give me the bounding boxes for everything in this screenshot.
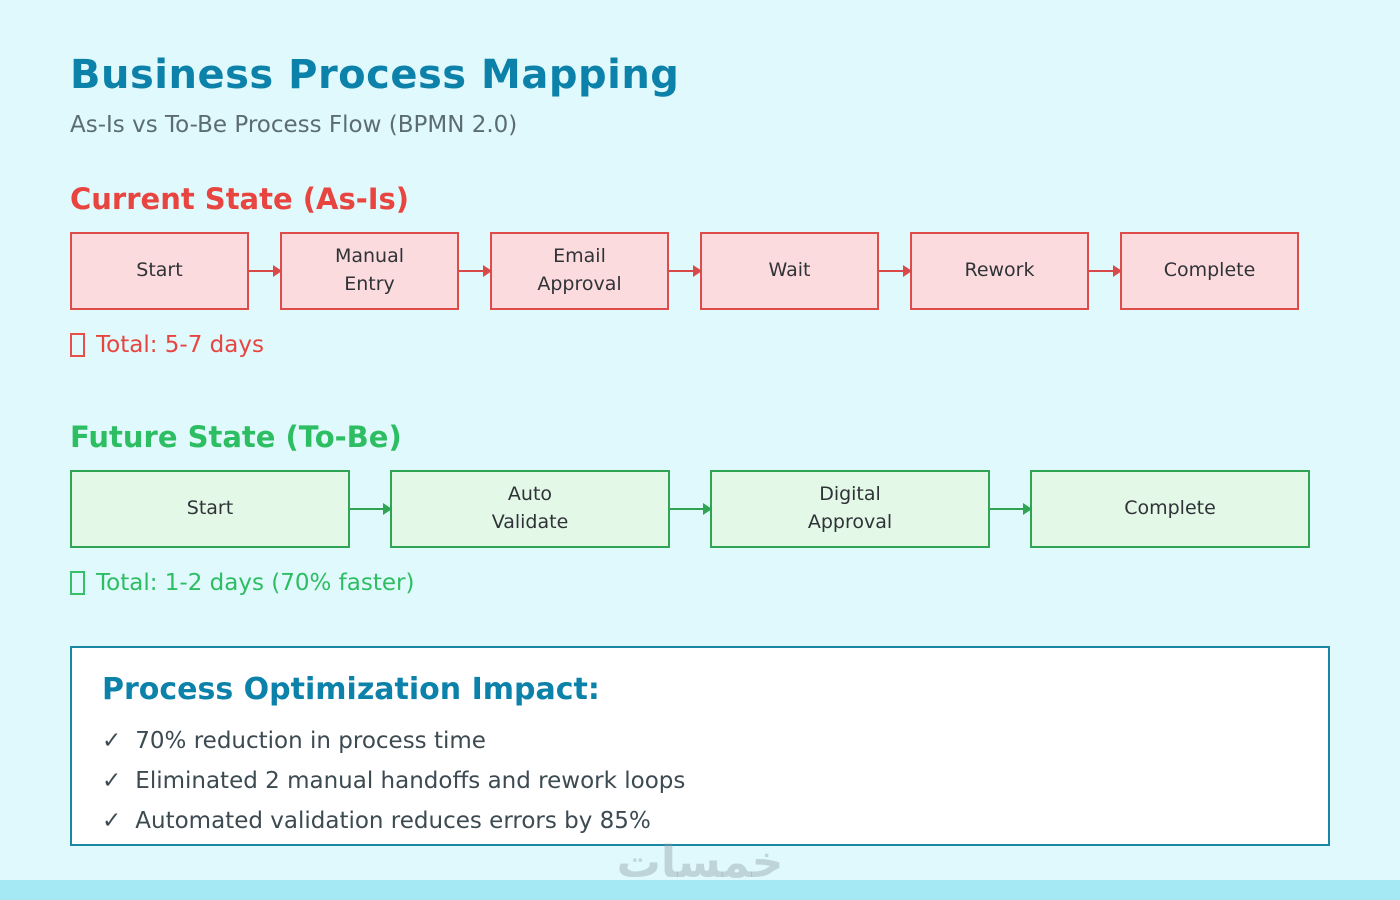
flow-arrow-icon — [990, 508, 1030, 510]
process-node-digital-approval: Digital Approval — [710, 470, 990, 548]
flow-arrow-icon — [1089, 270, 1120, 272]
node-label: Digital Approval — [807, 483, 893, 533]
impact-item-text: Automated validation reduces errors by 8… — [135, 808, 651, 834]
checkmark-icon: ✓ — [102, 768, 122, 794]
missing-glyph-icon — [70, 571, 85, 595]
future-state-total: Total: 1-2 days (70% faster) — [70, 570, 1330, 596]
process-node-wait: Wait — [700, 232, 879, 310]
flow-arrow-icon — [459, 270, 490, 272]
node-label: Auto Validate — [491, 483, 569, 533]
node-label: Start — [136, 259, 183, 282]
impact-item-text: 70% reduction in process time — [135, 728, 486, 754]
process-node-rework: Rework — [910, 232, 1089, 310]
node-label: Manual Entry — [334, 245, 405, 295]
node-label: Wait — [768, 259, 811, 282]
process-node-auto-validate: Auto Validate — [390, 470, 670, 548]
process-node-start: Start — [70, 232, 249, 310]
flow-arrow-icon — [879, 270, 910, 272]
impact-heading: Process Optimization Impact: — [102, 672, 600, 707]
process-node-complete: Complete — [1120, 232, 1299, 310]
missing-glyph-icon — [70, 333, 85, 357]
node-label: Complete — [1163, 259, 1256, 282]
node-label: Start — [186, 497, 234, 520]
impact-panel: Process Optimization Impact: ✓ 70% reduc… — [70, 646, 1330, 846]
checkmark-icon: ✓ — [102, 728, 122, 754]
impact-item-text: Eliminated 2 manual handoffs and rework … — [135, 768, 686, 794]
current-state-total: Total: 5-7 days — [70, 332, 1330, 358]
page-title: Business Process Mapping — [70, 52, 680, 98]
node-label: Complete — [1124, 497, 1216, 520]
current-state-section: Current State (As-Is) Start Manual Entry… — [70, 182, 1330, 358]
future-state-section: Future State (To-Be) Start Auto Validate… — [70, 420, 1330, 596]
checkmark-icon: ✓ — [102, 808, 122, 834]
page-subtitle: As-Is vs To-Be Process Flow (BPMN 2.0) — [70, 112, 518, 138]
impact-item: ✓ 70% reduction in process time — [102, 721, 1298, 761]
impact-item: ✓ Automated validation reduces errors by… — [102, 801, 1298, 841]
flow-arrow-icon — [249, 270, 280, 272]
future-total-text: Total: 1-2 days (70% faster) — [96, 570, 415, 596]
flow-arrow-icon — [670, 508, 710, 510]
process-node-email-approval: Email Approval — [490, 232, 669, 310]
bottom-band — [0, 880, 1400, 900]
flow-arrow-icon — [350, 508, 390, 510]
flow-arrow-icon — [669, 270, 700, 272]
current-total-text: Total: 5-7 days — [96, 332, 264, 358]
future-state-flow: Start Auto Validate Digital Approval Com… — [70, 470, 1330, 548]
process-node-start: Start — [70, 470, 350, 548]
impact-item: ✓ Eliminated 2 manual handoffs and rewor… — [102, 761, 1298, 801]
current-state-heading: Current State (As-Is) — [70, 182, 410, 216]
process-node-manual-entry: Manual Entry — [280, 232, 459, 310]
node-label: Email Approval — [537, 245, 622, 295]
future-state-heading: Future State (To-Be) — [70, 420, 402, 454]
current-state-flow: Start Manual Entry Email Approval Wait R… — [70, 232, 1330, 310]
process-node-complete: Complete — [1030, 470, 1310, 548]
watermark-text: خمسات — [616, 837, 784, 888]
node-label: Rework — [964, 259, 1035, 282]
